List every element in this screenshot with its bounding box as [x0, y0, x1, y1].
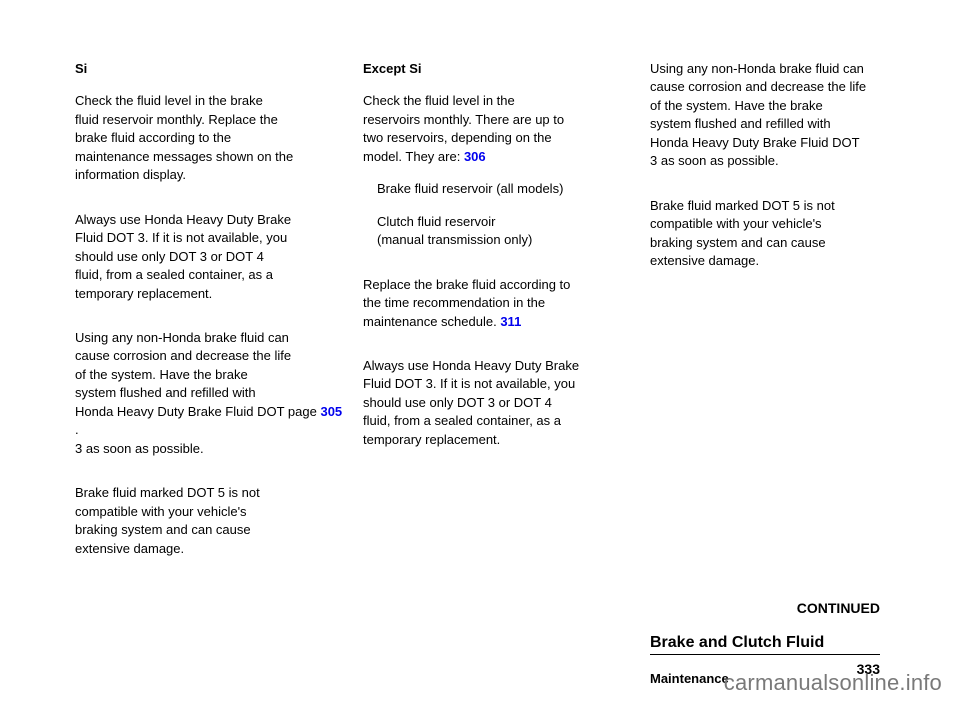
left-p2c: maintenance messages shown on the [75, 148, 345, 166]
column-right: Using any non-Honda brake fluid can caus… [650, 60, 880, 271]
left-p5a: Brake fluid marked DOT 5 is not [75, 484, 345, 502]
link-305-num[interactable]: 305 [320, 404, 342, 419]
manual-page: Si Check the fluid level in the brake fl… [0, 0, 960, 714]
left-p5c: braking system and can cause [75, 521, 345, 539]
label-si: Si [75, 60, 345, 78]
mid-p3b: the time recommendation in the [363, 294, 633, 312]
left-p3e: temporary replacement. [75, 285, 345, 303]
column-middle: Except Si Check the fluid level in the r… [363, 60, 633, 449]
mid-p2c: model. They are: 306 [363, 148, 633, 166]
right-p2d: extensive damage. [650, 252, 880, 270]
link-306[interactable]: 306 [464, 149, 486, 164]
left-p2b: brake fluid according to the [75, 129, 345, 147]
mid-p3a: Replace the brake fluid according to [363, 276, 633, 294]
left-p1: Check the fluid level in the brake [75, 92, 345, 110]
left-p4b: cause corrosion and decrease the life [75, 347, 345, 365]
right-p1c: of the system. Have the brake [650, 97, 880, 115]
subsection-label: Maintenance [650, 671, 729, 686]
mid-p2a: reservoirs monthly. There are up to [363, 111, 633, 129]
right-p2c: braking system and can cause [650, 234, 880, 252]
label-except-si: Except Si [363, 60, 633, 78]
left-p3a: Always use Honda Heavy Duty Brake [75, 211, 345, 229]
mid-p2b: two reservoirs, depending on the [363, 129, 633, 147]
section-title: Brake and Clutch Fluid [650, 634, 880, 655]
mid-p4e: temporary replacement. [363, 431, 633, 449]
left-p4f: 3 as soon as possible. [75, 440, 345, 458]
left-p5b: compatible with your vehicle's [75, 503, 345, 521]
right-p1d: system flushed and refilled with [650, 115, 880, 133]
watermark: carmanualsonline.info [724, 670, 942, 696]
right-p1e: Honda Heavy Duty Brake Fluid DOT [650, 134, 880, 152]
left-p4a: Using any non-Honda brake fluid can [75, 329, 345, 347]
left-p4e: Honda Heavy Duty Brake Fluid DOT page 30… [75, 403, 345, 440]
left-p4d: system flushed and refilled with [75, 384, 345, 402]
mid-p1: Check the fluid level in the [363, 92, 633, 110]
right-p1f: 3 as soon as possible. [650, 152, 880, 170]
mid-p4b: Fluid DOT 3. If it is not available, you [363, 375, 633, 393]
right-p1a: Using any non-Honda brake fluid can [650, 60, 880, 78]
continued-label: CONTINUED [797, 600, 880, 616]
mid-p3c: maintenance schedule. 311 [363, 313, 633, 331]
left-p4e-text: Honda Heavy Duty Brake Fluid DOT [75, 404, 284, 419]
left-p3c: should use only DOT 3 or DOT 4 [75, 248, 345, 266]
left-p2a: fluid reservoir monthly. Replace the [75, 111, 345, 129]
mid-p4d: fluid, from a sealed container, as a [363, 412, 633, 430]
left-p4c: of the system. Have the brake [75, 366, 345, 384]
right-p2a: Brake fluid marked DOT 5 is not [650, 197, 880, 215]
mid-li1: Brake fluid reservoir (all models) [363, 180, 633, 198]
mid-li2b: (manual transmission only) [363, 231, 633, 249]
left-p3b: Fluid DOT 3. If it is not available, you [75, 229, 345, 247]
mid-p4c: should use only DOT 3 or DOT 4 [363, 394, 633, 412]
right-p2b: compatible with your vehicle's [650, 215, 880, 233]
column-left: Si Check the fluid level in the brake fl… [75, 60, 345, 558]
left-p5d: extensive damage. [75, 540, 345, 558]
link-311[interactable]: 311 [500, 314, 521, 329]
left-p2d: information display. [75, 166, 345, 184]
mid-p4a: Always use Honda Heavy Duty Brake [363, 357, 633, 375]
right-p1b: cause corrosion and decrease the life [650, 78, 880, 96]
left-p3d: fluid, from a sealed container, as a [75, 266, 345, 284]
mid-li2a: Clutch fluid reservoir [363, 213, 633, 231]
